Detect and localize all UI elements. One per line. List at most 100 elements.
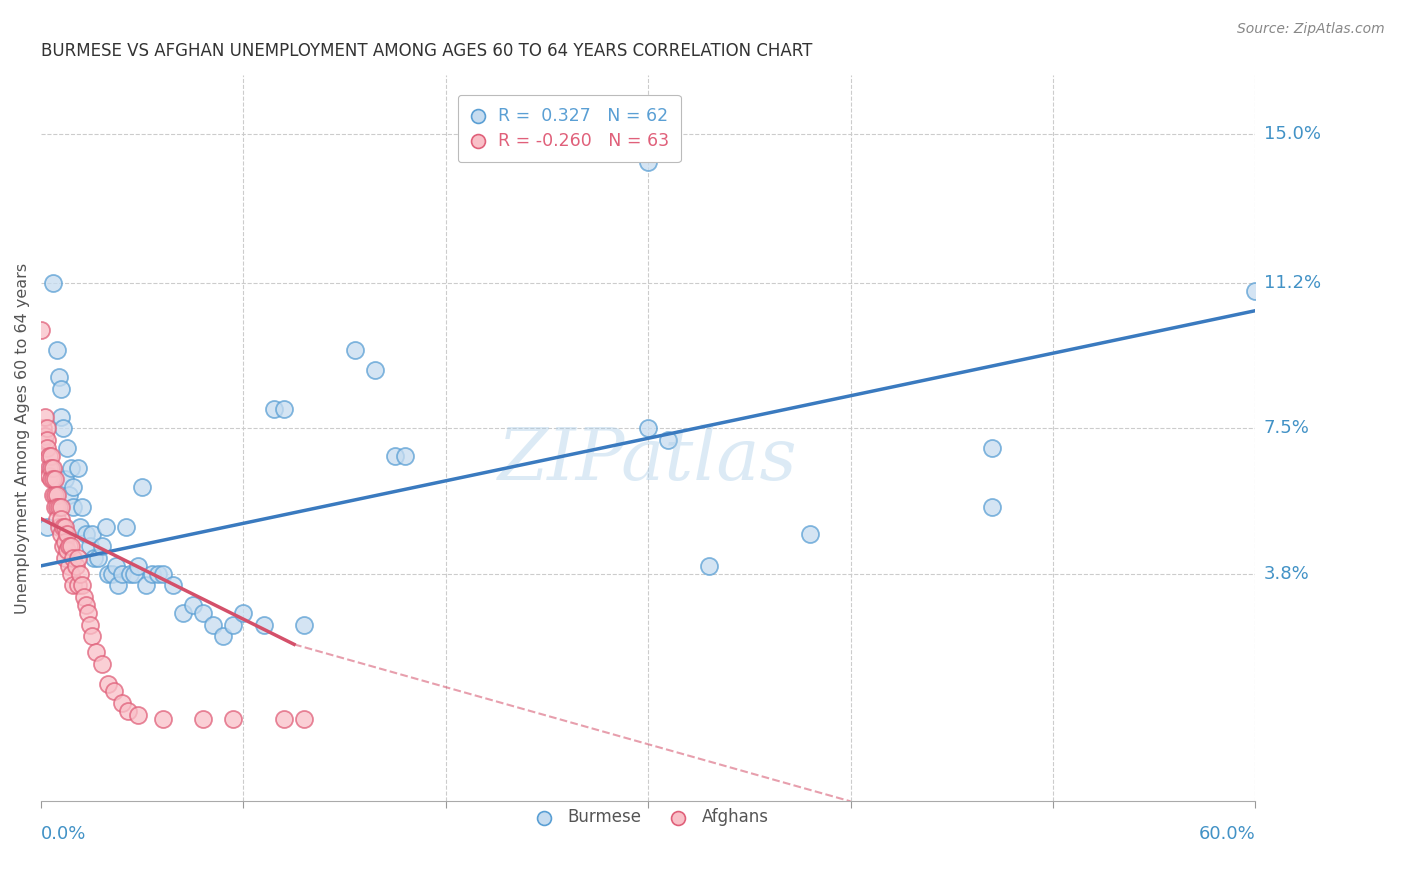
Point [48,500,70,514]
Point [65,558,87,573]
Text: 11.2%: 11.2% [1264,274,1320,293]
Point [34,409,56,424]
Point [981,441,1004,455]
Point [51,409,73,424]
Point [122,566,145,581]
Point [141,566,163,581]
Point [90,539,112,553]
Point [120,566,142,581]
Point [58,488,80,502]
Point [202,617,225,632]
Point [48,519,70,533]
Point [62,578,84,592]
Text: BURMESE VS AFGHAN UNEMPLOYMENT AMONG AGES 60 TO 64 YEARS CORRELATION CHART: BURMESE VS AFGHAN UNEMPLOYMENT AMONG AGE… [41,42,813,60]
Text: Source: ZipAtlas.com: Source: ZipAtlas.com [1237,22,1385,37]
Point [83,551,105,566]
Point [62,480,84,494]
Point [981,500,1004,514]
Point [55,535,77,549]
Point [131,480,153,494]
Point [46,488,69,502]
Point [46,512,69,526]
Point [343,343,366,357]
Point [94,519,117,533]
Point [60,566,83,581]
Point [191,606,214,620]
Text: 0.0%: 0.0% [41,824,87,843]
Point [172,606,194,620]
Point [56,543,79,558]
Point [39,473,62,487]
Point [46,500,69,514]
Point [263,401,285,416]
Point [152,712,174,726]
Point [127,558,149,573]
Point [42,473,65,487]
Point [72,591,94,605]
Point [44,488,66,502]
Point [51,512,73,526]
Point [39,449,62,463]
Point [42,277,65,291]
Point [657,434,679,448]
Point [1244,284,1267,298]
Point [697,558,720,573]
Point [69,519,91,533]
Point [292,617,315,632]
Point [37,519,59,533]
Point [117,704,139,718]
Point [66,460,89,475]
Point [222,617,245,632]
Point [75,527,97,541]
Point [75,598,97,612]
Point [127,708,149,723]
Point [52,539,75,553]
Point [232,606,254,620]
Point [37,434,59,448]
Point [32,421,55,435]
Point [38,468,60,483]
Point [104,558,127,573]
Point [115,519,138,533]
Point [51,382,73,396]
Point [87,551,110,566]
Point [111,696,134,710]
Point [37,441,59,455]
Point [111,566,134,581]
Point [51,500,73,514]
Point [384,449,406,463]
Point [38,460,60,475]
Point [79,539,101,553]
Point [70,578,93,592]
Point [39,460,62,475]
Point [44,473,66,487]
Point [34,429,56,443]
Legend: Burmese, Afghans: Burmese, Afghans [522,802,775,833]
Y-axis label: Unemployment Among Ages 60 to 64 years: Unemployment Among Ages 60 to 64 years [15,263,30,614]
Point [52,421,75,435]
Text: 15.0%: 15.0% [1264,125,1320,143]
Point [181,598,204,612]
Point [799,527,821,541]
Point [637,154,659,169]
Point [103,684,125,698]
Text: 3.8%: 3.8% [1264,565,1309,582]
Point [70,500,93,514]
Point [80,527,103,541]
Point [162,578,184,592]
Point [48,370,70,384]
Point [46,343,69,357]
Point [90,657,112,671]
Point [60,460,83,475]
Point [364,362,387,376]
Point [55,519,77,533]
Point [32,434,55,448]
Point [55,473,77,487]
Text: ZIPatlas: ZIPatlas [498,425,799,495]
Point [62,551,84,566]
Point [152,566,174,581]
Point [39,460,62,475]
Point [37,421,59,435]
Point [97,566,120,581]
Text: 7.5%: 7.5% [1264,419,1309,437]
